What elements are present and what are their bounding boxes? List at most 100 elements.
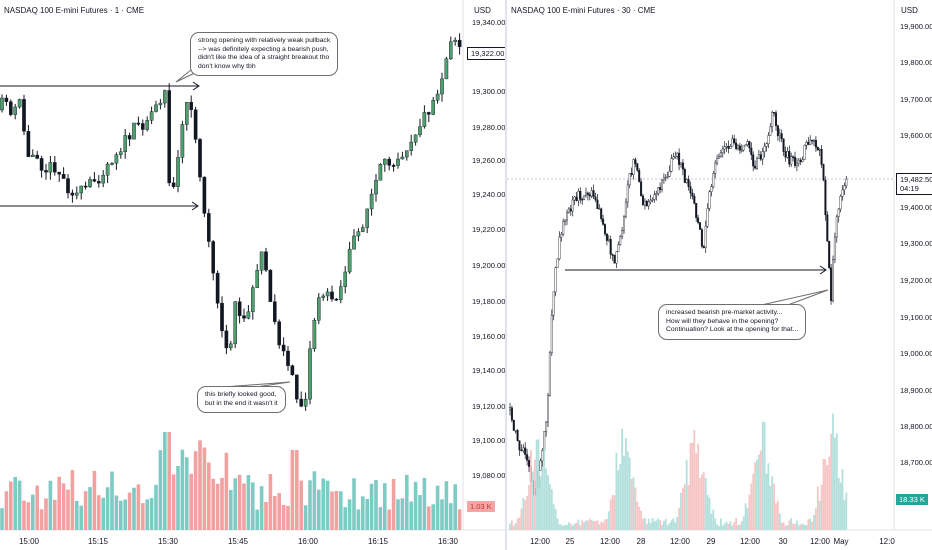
candle-body <box>96 181 101 184</box>
candle-body <box>79 185 83 194</box>
volume-bar <box>535 439 538 530</box>
volume-bar <box>626 451 629 530</box>
volume-bar <box>773 483 775 530</box>
right-time-label: 25 <box>565 537 575 546</box>
volume-bar <box>9 481 13 530</box>
volume-bar <box>303 505 308 530</box>
candle-body <box>198 139 202 178</box>
volume-bar <box>149 497 154 530</box>
volume-bar <box>788 520 791 530</box>
candle-body <box>518 440 521 451</box>
volume-bar <box>664 518 667 530</box>
candle-body <box>693 195 696 204</box>
volume-bar <box>237 474 242 530</box>
candle-body <box>746 141 749 145</box>
candle-body <box>286 350 290 366</box>
volume-bar <box>843 500 846 530</box>
volume-bar <box>511 520 513 530</box>
chart-divider[interactable] <box>505 0 507 550</box>
right-chart-canvas[interactable] <box>507 0 932 550</box>
volume-bar <box>737 525 739 530</box>
note-bubble-premarket[interactable]: increased bearish pre-market activity...… <box>658 304 807 340</box>
candle-body <box>723 146 726 150</box>
candle-body <box>619 236 622 245</box>
candle-body <box>541 450 544 462</box>
candle-body <box>334 298 339 301</box>
candle-body <box>264 251 268 271</box>
left-price-label: 19,100.00 <box>472 436 505 445</box>
candle-body <box>708 191 711 209</box>
volume-bar <box>180 449 185 530</box>
candle-body <box>752 154 755 167</box>
volume-bar <box>378 507 383 530</box>
volume-bar <box>735 518 737 530</box>
candle-body <box>828 241 831 269</box>
candle-body <box>224 330 229 349</box>
candle-body <box>611 254 614 256</box>
candle-body <box>184 102 189 125</box>
volume-bar <box>339 491 343 530</box>
volume-bar <box>632 477 635 530</box>
volume-bar <box>530 450 532 530</box>
volume-bar <box>518 517 521 530</box>
left-chart-canvas[interactable] <box>0 0 505 550</box>
candle-body <box>754 165 757 169</box>
candle-body <box>596 199 599 209</box>
candle-body <box>729 146 732 149</box>
volume-bar <box>259 486 264 530</box>
volume-bar <box>740 521 743 530</box>
volume-bar <box>571 525 574 530</box>
volume-bar <box>374 479 378 530</box>
volume-bar <box>97 495 101 530</box>
candle-body <box>761 151 764 160</box>
candle-body <box>356 231 361 237</box>
level-arrow-upper <box>192 81 200 91</box>
note-bubble-reversal[interactable]: this briefly looked good, but in the end… <box>197 386 286 414</box>
volume-bar <box>659 520 661 530</box>
volume-bar <box>771 476 774 530</box>
right-chart-panel[interactable]: NASDAQ 100 E-mini Futures · 30 · CME USD… <box>507 0 932 550</box>
volume-bar <box>640 510 642 530</box>
volume-bar <box>39 509 44 530</box>
candle-body <box>759 154 762 160</box>
right-price-label: 19,700.00 <box>900 95 932 104</box>
volume-bar <box>630 478 633 530</box>
volume-bar <box>352 478 356 530</box>
volume-bar <box>794 523 796 530</box>
left-chart-panel[interactable]: NASDAQ 100 E-mini Futures · 1 · CME USD … <box>0 0 505 550</box>
volume-bar <box>845 492 848 530</box>
candle-body <box>171 182 176 187</box>
candle-body <box>422 112 427 127</box>
volume-bar <box>739 524 741 530</box>
candle-body <box>748 141 751 149</box>
volume-bar <box>220 477 224 530</box>
volume-bar <box>657 518 660 530</box>
candle-body <box>154 104 158 112</box>
volume-bar <box>754 462 756 530</box>
candle-body <box>733 138 736 144</box>
candle-body <box>4 97 9 102</box>
volume-bar <box>699 478 701 530</box>
volume-bar <box>308 480 312 530</box>
note-bubble-opening[interactable]: strong opening with relatively weak pull… <box>190 32 339 77</box>
candle-body <box>603 224 606 235</box>
volume-bar <box>554 509 557 530</box>
volume-bar <box>528 485 530 530</box>
volume-bar <box>832 413 834 530</box>
volume-bar <box>609 499 612 530</box>
candle-body <box>615 251 618 264</box>
volume-bar <box>281 505 286 530</box>
candle-body <box>140 123 145 130</box>
candle-body <box>613 254 616 264</box>
right-last-price-tag: 19,482.50 04:19 <box>896 173 932 195</box>
volume-bar <box>286 505 290 530</box>
candle-body <box>57 171 61 175</box>
volume-bar <box>727 523 730 530</box>
volume-bar <box>758 454 760 530</box>
candle-body <box>66 178 70 194</box>
volume-bar <box>663 520 665 530</box>
candle-body <box>193 109 198 140</box>
candle-body <box>39 158 44 171</box>
volume-bar <box>623 455 625 530</box>
volume-bar <box>756 459 758 530</box>
